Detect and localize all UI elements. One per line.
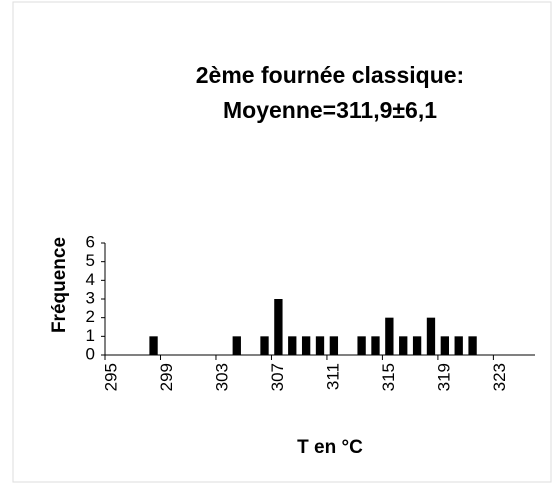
x-tick-label: 295 [101,363,120,391]
bar [399,336,408,355]
bar [260,336,269,355]
bar [232,336,241,355]
x-axis-title: T en °C [297,437,363,458]
x-tick-label: 299 [157,363,176,391]
bar [315,336,325,355]
bar [426,317,436,355]
y-tick-label: 1 [86,326,95,345]
bar [412,336,422,355]
x-tick-label: 311 [323,363,342,390]
chart-subtitle: Moyenne=311,9±6,1 [223,97,437,123]
bar [385,317,394,355]
bar [301,336,311,355]
y-tick-label: 4 [86,270,95,289]
x-tick-label: 307 [268,363,287,391]
chart-title: 2ème fournée classique: [196,62,464,88]
bar [149,336,158,355]
x-tick-label: 315 [379,363,398,391]
bar [440,336,449,355]
x-tick-label: 303 [212,363,231,391]
bar [274,299,283,355]
frame [12,1,552,483]
y-tick-label: 3 [86,288,95,307]
y-tick-label: 6 [86,232,95,251]
bar [329,336,339,355]
bar [288,336,297,355]
x-tick-label: 323 [490,363,509,391]
y-axis-title: Fréquence [49,237,70,333]
y-tick-label: 0 [86,344,95,363]
bar [454,336,463,355]
bar [371,336,380,355]
bar [357,336,366,355]
y-tick-label: 2 [86,307,95,326]
y-tick-label: 5 [86,251,95,270]
bar [468,336,477,355]
x-tick-label: 319 [434,363,453,391]
